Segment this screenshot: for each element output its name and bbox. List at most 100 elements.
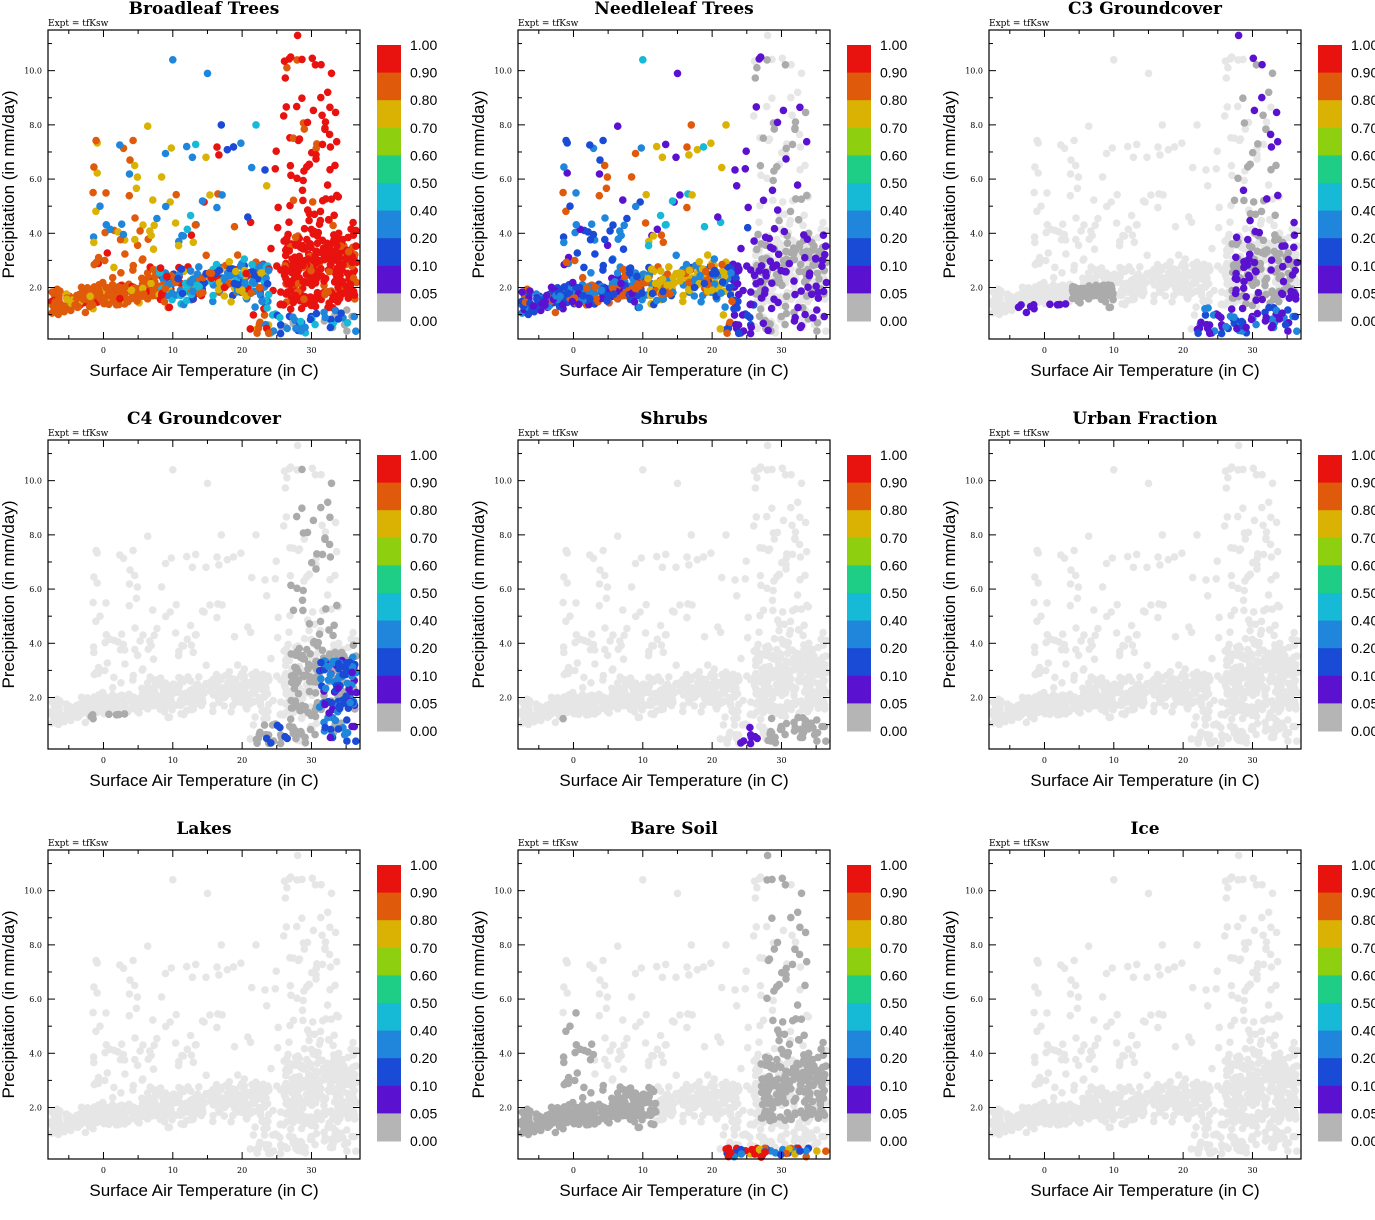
scatter-point xyxy=(1218,300,1226,308)
scatter-point xyxy=(818,669,826,677)
scatter-point xyxy=(604,298,611,305)
scatter-point xyxy=(822,243,829,250)
scatter-point xyxy=(1091,222,1099,230)
colorbar-label: 0.60 xyxy=(880,147,907,163)
scatter-point xyxy=(324,89,331,96)
scatter-point xyxy=(227,272,234,279)
scatter-point xyxy=(60,303,67,310)
scatter-point xyxy=(1259,112,1267,120)
scatter-point xyxy=(704,252,711,259)
scatter-point xyxy=(1133,141,1141,149)
scatter-point xyxy=(1273,109,1280,116)
y-tick-label: 8.0 xyxy=(970,121,983,130)
scatter-point xyxy=(243,270,250,277)
scatter-point xyxy=(204,480,212,488)
scatter-point xyxy=(769,597,777,605)
y-tick-label: 4.0 xyxy=(29,639,42,648)
scatter-point xyxy=(632,203,639,210)
scatter-point xyxy=(579,684,587,692)
scatter-point xyxy=(158,583,166,591)
scatter-point xyxy=(1061,231,1069,239)
scatter-point xyxy=(1094,215,1102,223)
scatter-point xyxy=(1241,119,1249,127)
scatter-point xyxy=(287,287,294,294)
scatter-point xyxy=(278,301,285,308)
scatter-point xyxy=(317,208,324,215)
scatter-point xyxy=(306,650,314,658)
scatter-point xyxy=(322,724,329,731)
scatter-point xyxy=(797,324,804,331)
expt-label: Expt = tfKsw xyxy=(518,19,579,29)
scatter-point xyxy=(701,280,708,287)
scatter-point xyxy=(1031,239,1039,247)
scatter-point xyxy=(645,652,653,660)
scatter-point xyxy=(688,122,695,129)
scatter-point xyxy=(316,630,324,638)
scatter-point xyxy=(294,175,301,182)
scatter-point xyxy=(653,297,660,304)
scatter-point xyxy=(306,217,313,224)
scatter-point xyxy=(137,228,144,235)
scatter-point xyxy=(274,614,282,622)
scatter-point xyxy=(596,192,603,199)
scatter-point xyxy=(792,291,799,298)
scatter-point xyxy=(1267,131,1274,138)
scatter-point xyxy=(548,694,556,702)
scatter-point xyxy=(762,234,769,241)
scatter-point xyxy=(628,583,636,591)
y-tick-label: 4.0 xyxy=(499,229,512,238)
scatter-point xyxy=(149,606,157,614)
scatter-point xyxy=(586,551,594,559)
colorbar-swatch xyxy=(377,565,401,593)
scatter-point xyxy=(336,295,343,302)
scatter-point xyxy=(571,667,579,675)
colorbar-swatch xyxy=(847,128,871,156)
scatter-point xyxy=(306,278,313,285)
scatter-point xyxy=(150,246,157,253)
colorbar-swatch xyxy=(377,266,401,294)
scatter-point xyxy=(131,162,138,169)
scatter-point xyxy=(341,732,348,739)
scatter-point xyxy=(569,708,577,716)
scatter-point xyxy=(172,601,180,609)
scatter-point xyxy=(313,310,320,317)
scatter-point xyxy=(327,144,334,151)
scatter-point xyxy=(601,162,608,169)
scatter-point xyxy=(794,499,802,507)
scatter-point xyxy=(1279,310,1286,317)
scatter-point xyxy=(304,529,312,537)
scatter-point xyxy=(552,719,560,727)
scatter-point xyxy=(264,690,272,698)
scatter-point xyxy=(1213,165,1221,173)
x-axis-label: Surface Air Temperature (in C) xyxy=(89,771,318,790)
scatter-point xyxy=(1233,241,1241,249)
colorbar-swatch xyxy=(377,238,401,266)
scatter-point xyxy=(771,225,778,232)
scatter-point xyxy=(619,606,627,614)
scatter-point xyxy=(792,605,800,613)
scatter-point xyxy=(1223,275,1231,283)
scatter-point xyxy=(126,192,133,199)
scatter-point xyxy=(109,702,117,710)
scatter-point xyxy=(643,191,650,198)
scatter-point xyxy=(1167,258,1175,266)
scatter-point xyxy=(104,250,111,257)
scatter-point xyxy=(653,707,661,715)
scatter-point xyxy=(1284,249,1292,257)
scatter-point xyxy=(347,699,354,706)
scatter-point xyxy=(769,197,777,205)
colorbar-swatch xyxy=(377,621,401,649)
scatter-point xyxy=(347,289,354,296)
colorbar-label: 0.60 xyxy=(410,147,437,163)
scatter-point xyxy=(293,513,301,521)
scatter-point xyxy=(820,288,827,295)
scatter-point xyxy=(573,222,580,229)
scatter-point xyxy=(227,708,235,716)
scatter-point xyxy=(606,637,614,645)
scatter-point xyxy=(283,238,290,245)
scatter-point xyxy=(587,142,594,149)
scatter-point xyxy=(562,547,570,555)
scatter-point xyxy=(1265,181,1273,189)
scatter-point xyxy=(344,320,351,327)
